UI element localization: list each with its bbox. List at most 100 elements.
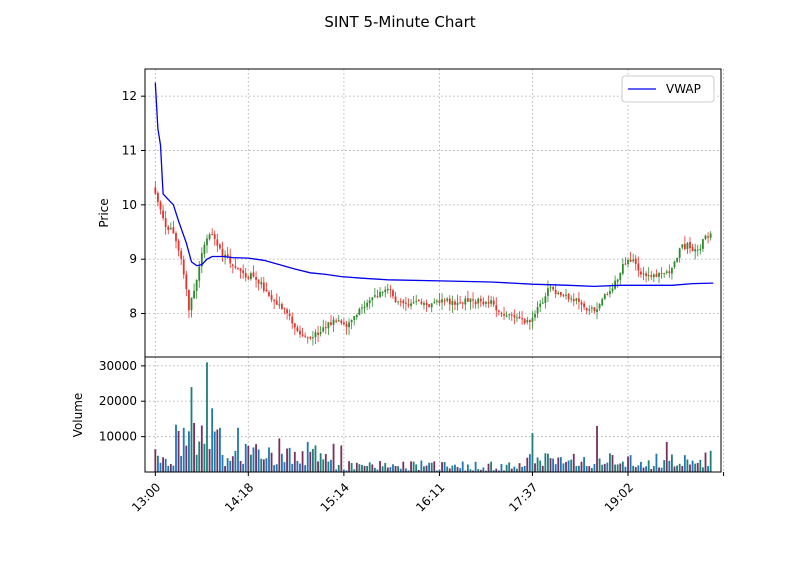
candle-body — [319, 331, 322, 334]
volume-bar — [552, 458, 555, 472]
candle-body — [510, 314, 513, 316]
candle-body — [327, 322, 330, 329]
candle-body — [474, 301, 477, 305]
volume-bar — [185, 445, 188, 472]
candle-body — [632, 259, 635, 262]
volume-bar — [645, 466, 647, 472]
candle-body — [441, 299, 443, 303]
volume-bar — [169, 463, 172, 472]
price-y-tick-label: 9 — [129, 252, 137, 266]
candle-body — [211, 233, 214, 236]
candle-body — [575, 298, 578, 301]
price-ylabel: Price — [97, 198, 111, 227]
volume-bar — [198, 441, 201, 472]
volume-bar — [358, 464, 361, 472]
volume-bar — [686, 459, 689, 472]
volume-bar — [466, 464, 469, 472]
candle-body — [686, 243, 689, 250]
candle-body — [415, 300, 418, 302]
volume-bar — [389, 467, 392, 472]
volume-bar — [510, 468, 513, 472]
candle-body — [208, 234, 211, 240]
candle-body — [565, 294, 567, 296]
candle-body — [402, 300, 405, 304]
candle-body — [257, 279, 260, 284]
x-tick-label: 13:00 — [129, 480, 163, 514]
candle-body — [399, 301, 402, 303]
volume-bar — [464, 470, 467, 472]
volume-bar — [531, 433, 534, 472]
volume-bar — [565, 462, 567, 472]
volume-bar — [175, 424, 177, 472]
volume-bar — [497, 470, 500, 472]
volume-bar — [621, 461, 624, 472]
volume-bar — [299, 463, 301, 472]
volume-bar — [257, 449, 260, 472]
candle-body — [237, 268, 239, 270]
candle-body — [647, 275, 650, 277]
candle-body — [443, 300, 446, 302]
x-tick-label: 15:14 — [318, 480, 352, 514]
candle-body — [454, 301, 456, 305]
volume-bar — [270, 452, 273, 472]
volume-bar — [193, 422, 195, 472]
volume-bars — [154, 362, 712, 472]
candle-body — [423, 303, 425, 305]
volume-bar — [544, 453, 547, 472]
volume-bar — [482, 467, 485, 472]
candle-body — [224, 254, 226, 258]
volume-bar — [402, 461, 405, 472]
candle-body — [268, 292, 270, 296]
volume-bar — [461, 461, 464, 472]
candle-body — [311, 337, 314, 339]
candle-body — [683, 243, 686, 250]
volume-bar — [479, 469, 482, 472]
volume-bar — [627, 456, 629, 472]
volume-bar — [154, 449, 157, 472]
candle-body — [389, 288, 392, 290]
candle-body — [621, 264, 624, 274]
volume-bar — [417, 469, 420, 472]
volume-bar — [172, 465, 175, 472]
candle-body — [482, 301, 485, 305]
candle-body — [293, 323, 296, 328]
candle-body — [278, 304, 281, 306]
volume-bar — [572, 453, 575, 472]
volume-bar — [495, 468, 498, 472]
volume-bar — [247, 445, 250, 472]
volume-bar — [268, 447, 270, 472]
candle-body — [260, 282, 263, 285]
chart-title: SINT 5-Minute Chart — [324, 13, 475, 31]
candle-body — [348, 322, 350, 328]
candle-body — [709, 233, 712, 238]
volume-bar — [435, 470, 438, 472]
volume-bar — [616, 464, 619, 472]
volume-bar — [255, 444, 257, 472]
volume-bar — [699, 459, 702, 472]
volume-bar — [634, 467, 637, 472]
volume-bar — [609, 453, 611, 472]
candle-body — [627, 259, 629, 265]
volume-bar — [157, 455, 159, 472]
volume-bar — [412, 461, 415, 472]
candle-body — [466, 298, 469, 302]
volume-bar — [663, 460, 666, 472]
volume-bar — [446, 466, 449, 472]
volume-bar — [200, 425, 203, 472]
volume-bar — [379, 461, 381, 472]
candle-body — [691, 247, 694, 252]
candle-body — [464, 298, 467, 305]
candle-body — [490, 300, 493, 304]
volume-bar — [632, 465, 635, 472]
candle-body — [696, 249, 699, 251]
candle-body — [309, 336, 312, 339]
candle-body — [518, 316, 521, 319]
volume-y-tick-label: 10000 — [99, 430, 137, 444]
candle-body — [332, 319, 335, 325]
volume-bar — [404, 468, 407, 472]
candle-body — [273, 299, 276, 302]
volume-bar — [438, 469, 441, 472]
volume-bar — [640, 461, 642, 472]
volume-bar — [348, 461, 350, 472]
candle-body — [247, 277, 250, 279]
